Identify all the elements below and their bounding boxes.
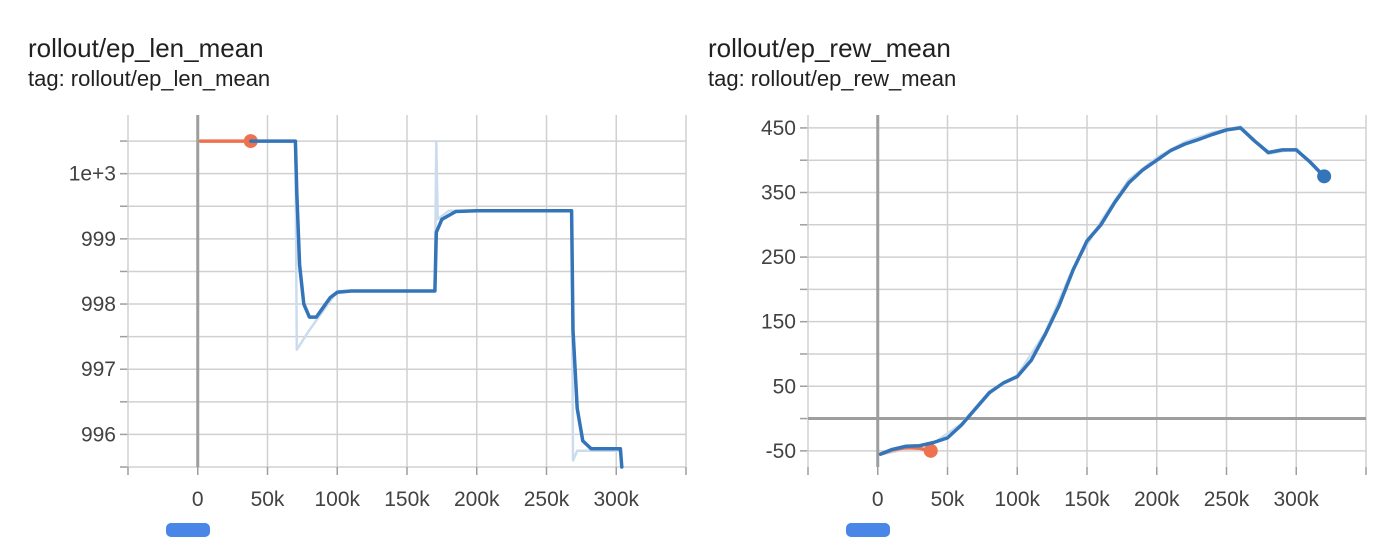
y-tick-label: 999 <box>81 228 116 251</box>
series-toggle-button[interactable] <box>166 523 210 537</box>
x-tick-label: 200k <box>454 488 500 511</box>
y-tick-label: 998 <box>81 293 116 316</box>
line-chart-ep-rew-mean[interactable]: -50 50 150 250 350 450 0 50k 100k 150k 200k 250k 300… <box>680 0 1367 530</box>
y-tick-label: 250 <box>761 246 796 269</box>
line-chart-ep-len-mean[interactable]: 996 997 998 999 1e+3 0 50k 100k 150k 200k 250k 300k <box>0 0 687 530</box>
chart-card-ep-rew-mean: rollout/ep_rew_mean tag: rollout/ep_rew_… <box>680 0 1367 537</box>
y-tick-label: 150 <box>761 311 796 334</box>
y-tick-label: 997 <box>81 358 116 381</box>
x-tick-label: 150k <box>384 488 430 511</box>
x-tick-label: 100k <box>314 488 360 511</box>
series-toggle-button[interactable] <box>846 523 890 537</box>
y-tick-label: 996 <box>81 423 116 446</box>
x-tick-label: 300k <box>1273 488 1319 511</box>
y-tick-label: 50 <box>773 375 796 398</box>
y-tick-label: 450 <box>761 117 796 140</box>
x-tick-label: 300k <box>593 488 639 511</box>
chart-tag: tag: rollout/ep_len_mean <box>28 66 271 91</box>
chart-card-ep-len-mean: rollout/ep_len_mean tag: rollout/ep_len_… <box>0 0 687 537</box>
x-tick-label: 100k <box>994 488 1040 511</box>
x-tick-label: 50k <box>931 488 965 511</box>
series-line-blue_raw <box>294 139 622 462</box>
series-end-marker-blue <box>1317 169 1332 184</box>
x-tick-label: 0 <box>192 488 204 511</box>
x-tick-label: 50k <box>251 488 285 511</box>
chart-tag: tag: rollout/ep_rew_mean <box>708 66 957 91</box>
x-tick-label: 250k <box>524 488 570 511</box>
chart-title: rollout/ep_len_mean <box>28 33 264 63</box>
y-tick-label: 1e+3 <box>69 163 116 186</box>
y-tick-label: -50 <box>766 440 796 463</box>
series-line-blue <box>878 126 1326 456</box>
x-tick-label: 150k <box>1064 488 1110 511</box>
x-tick-label: 200k <box>1134 488 1180 511</box>
y-tick-label: 350 <box>761 182 796 205</box>
series-line-blue <box>249 139 624 469</box>
x-tick-label: 250k <box>1204 488 1250 511</box>
chart-title: rollout/ep_rew_mean <box>708 33 951 63</box>
x-tick-label: 0 <box>872 488 884 511</box>
series-end-marker-orange <box>923 443 938 458</box>
